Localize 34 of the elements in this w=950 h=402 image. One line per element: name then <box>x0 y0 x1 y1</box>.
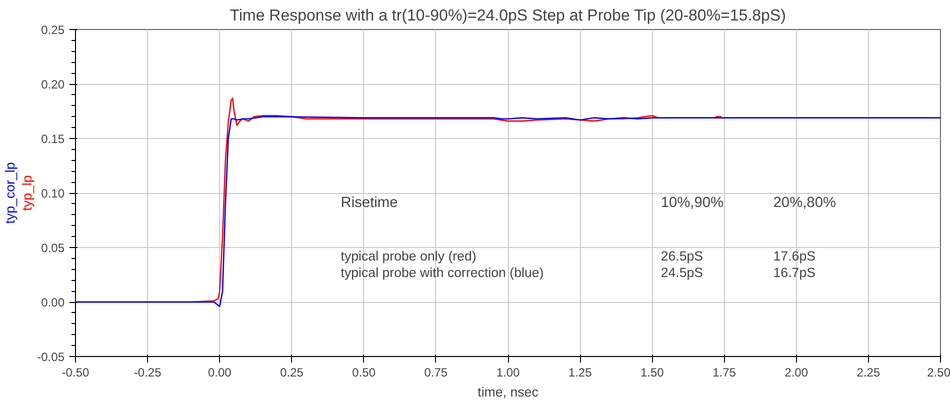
annotation: 26.5pS <box>660 248 704 264</box>
chart-title: Time Response with a tr(10-90%)=24.0pS Step at Probe Tip (20-80%=15.8pS) <box>230 8 786 24</box>
x-tick-label: 0.00 <box>208 366 232 380</box>
y-tick-label: 0.05 <box>41 241 65 255</box>
x-tick-label: 0.50 <box>352 366 376 380</box>
x-tick-label: 2.25 <box>856 366 880 380</box>
x-tick-label: 1.75 <box>712 366 736 380</box>
annotation: Risetime <box>340 194 398 211</box>
annotation: 24.5pS <box>660 265 704 280</box>
line-series <box>76 116 940 308</box>
y-tick-label: 0.00 <box>41 296 65 310</box>
text: typ_lp <box>20 175 34 211</box>
x-tick-label: 0.25 <box>280 366 304 380</box>
x-tick-label: 2.00 <box>784 366 808 380</box>
x-tick-label: 1.50 <box>640 366 664 380</box>
y-tick-label: 0.10 <box>41 186 65 200</box>
x-axis-title: time, nsec <box>478 384 539 400</box>
annotation: typical probe with correction (blue) <box>340 265 544 280</box>
annotation: 16.7pS <box>773 265 816 280</box>
x-tick-label: 1.25 <box>568 366 592 380</box>
y-tick-label: 0.25 <box>41 23 65 37</box>
annotation: 17.6pS <box>773 248 816 264</box>
x-tick-label: 1.00 <box>496 366 520 380</box>
text: typ_cor_lp <box>2 162 18 224</box>
annotation: 20%,80% <box>773 194 836 211</box>
x-tick-label: -0.25 <box>134 366 162 380</box>
annotation: 10%,90% <box>660 194 724 211</box>
annotation: typical probe only (red) <box>340 248 476 264</box>
x-tick-label: 0.75 <box>424 366 448 380</box>
y-tick-label: 0.20 <box>41 78 65 92</box>
y-tick-label: 0.15 <box>41 132 65 146</box>
y-tick-label: -0.05 <box>37 350 65 364</box>
x-tick-label: 2.50 <box>927 366 950 380</box>
x-tick-label: -0.50 <box>62 366 90 380</box>
